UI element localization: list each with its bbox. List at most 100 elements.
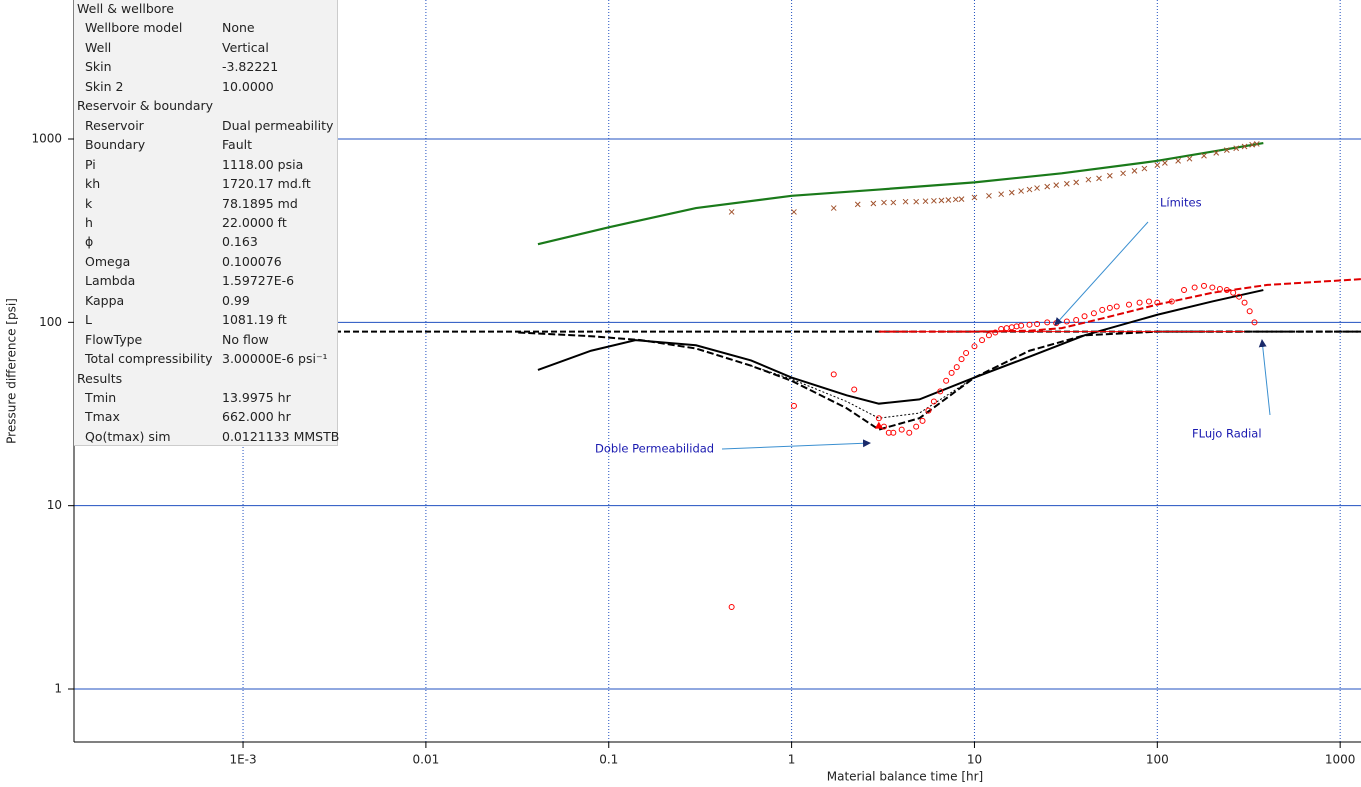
data-point (1251, 319, 1258, 326)
param-name: Qo(tmax) sim (85, 428, 171, 444)
data-point (1191, 284, 1198, 291)
data-point (1073, 179, 1080, 186)
data-point (830, 371, 837, 378)
param-value: 10.0000 (222, 78, 274, 94)
data-point (1026, 321, 1033, 328)
data-point (881, 199, 887, 206)
data-point (1233, 145, 1240, 152)
data-point (906, 429, 913, 436)
data-point (1241, 143, 1248, 150)
data-point (1213, 150, 1220, 156)
data-point (1216, 285, 1223, 292)
param-value: 1720.17 md.ft (222, 176, 311, 192)
data-point (1162, 160, 1168, 166)
x-tick-label: 1E-3 (229, 753, 256, 767)
param-name: h (85, 214, 93, 230)
data-point (870, 200, 877, 207)
data-point (1168, 298, 1175, 305)
data-point (963, 350, 970, 357)
data-point (913, 423, 920, 430)
x-axis-label: Material balance time [hr] (827, 770, 983, 784)
data-point (998, 191, 1005, 198)
data-point (952, 196, 959, 203)
data-point (1003, 325, 1010, 332)
data-point (1136, 299, 1143, 306)
data-point (913, 198, 920, 205)
data-point (1120, 170, 1126, 177)
data-point (1175, 157, 1182, 164)
data-point (1223, 147, 1230, 153)
section-title: Results (77, 370, 123, 386)
data-point (971, 343, 978, 350)
data-point (890, 199, 897, 206)
param-name: Skin (85, 59, 112, 75)
y-tick-label: 1 (54, 682, 62, 696)
data-point (958, 356, 965, 363)
x-tick-label: 0.1 (599, 753, 618, 767)
x-tick-label: 1 (788, 753, 796, 767)
model-curve (518, 330, 1361, 431)
data-point (1181, 287, 1188, 294)
param-name: FlowType (85, 331, 143, 347)
param-name: Total compressibility (85, 351, 213, 367)
y-tick-label: 100 (39, 315, 62, 329)
data-point (1209, 284, 1216, 291)
data-point (790, 402, 797, 409)
param-value: 3.00000E-6 psi⁻¹ (222, 351, 328, 367)
data-point (1241, 299, 1248, 306)
param-value: Fault (222, 137, 252, 153)
param-name: Tmin (85, 390, 117, 405)
data-point (986, 192, 992, 199)
data-point (931, 197, 937, 204)
param-name: Well (85, 39, 112, 55)
param-name: Tmax (85, 409, 120, 425)
data-point (998, 325, 1005, 332)
data-point (1236, 293, 1243, 300)
param-name: Omega (85, 253, 131, 269)
data-point (791, 209, 797, 215)
section-title: Well & wellbore (77, 1, 174, 16)
model-curve (750, 365, 975, 419)
param-value: 0.100076 (222, 253, 282, 269)
annotation: FLujo Radial (1192, 427, 1262, 441)
data-point (930, 398, 937, 405)
annotation: Límites (1160, 196, 1202, 210)
data-point (937, 388, 944, 395)
param-name: k (85, 195, 93, 211)
data-point (1106, 304, 1113, 311)
param-value: -3.82221 (222, 59, 279, 75)
y-tick-label: 10 (47, 498, 62, 512)
data-point (1230, 289, 1237, 296)
data-point (1246, 308, 1253, 315)
annotation-arrow (1054, 221, 1149, 326)
data-point (1034, 185, 1040, 191)
data-point (728, 209, 735, 215)
model-curve (537, 141, 1264, 246)
data-point (979, 337, 986, 344)
data-point (1008, 189, 1015, 196)
data-point (992, 329, 999, 336)
data-point (948, 369, 955, 376)
param-value: Vertical (222, 39, 269, 55)
y-axis-label: Pressure difference [psi] (5, 298, 19, 444)
param-name: Reservoir (85, 117, 144, 133)
param-value: 1081.19 ft (222, 312, 287, 328)
param-value: 78.1895 md (222, 195, 298, 211)
data-point (830, 205, 837, 211)
data-point (1223, 287, 1230, 294)
data-point (1063, 318, 1070, 325)
data-point (1253, 141, 1260, 147)
data-point (922, 198, 929, 205)
data-point (943, 377, 950, 384)
param-name: Wellbore model (85, 20, 183, 36)
param-name: Boundary (85, 137, 146, 153)
param-name: kh (85, 176, 101, 192)
param-name: Pi (85, 156, 96, 172)
param-value: 662.000 hr (222, 409, 291, 425)
param-value: None (222, 20, 255, 36)
data-point (854, 201, 861, 208)
data-point (1063, 180, 1070, 187)
y-tick-label: 1000 (31, 131, 62, 145)
section-title: Reservoir & boundary (77, 98, 214, 114)
data-point (902, 198, 909, 205)
